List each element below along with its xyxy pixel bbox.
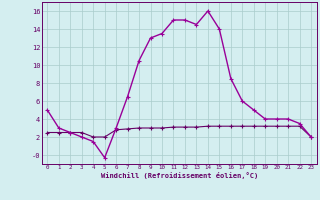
X-axis label: Windchill (Refroidissement éolien,°C): Windchill (Refroidissement éolien,°C) — [100, 172, 258, 179]
